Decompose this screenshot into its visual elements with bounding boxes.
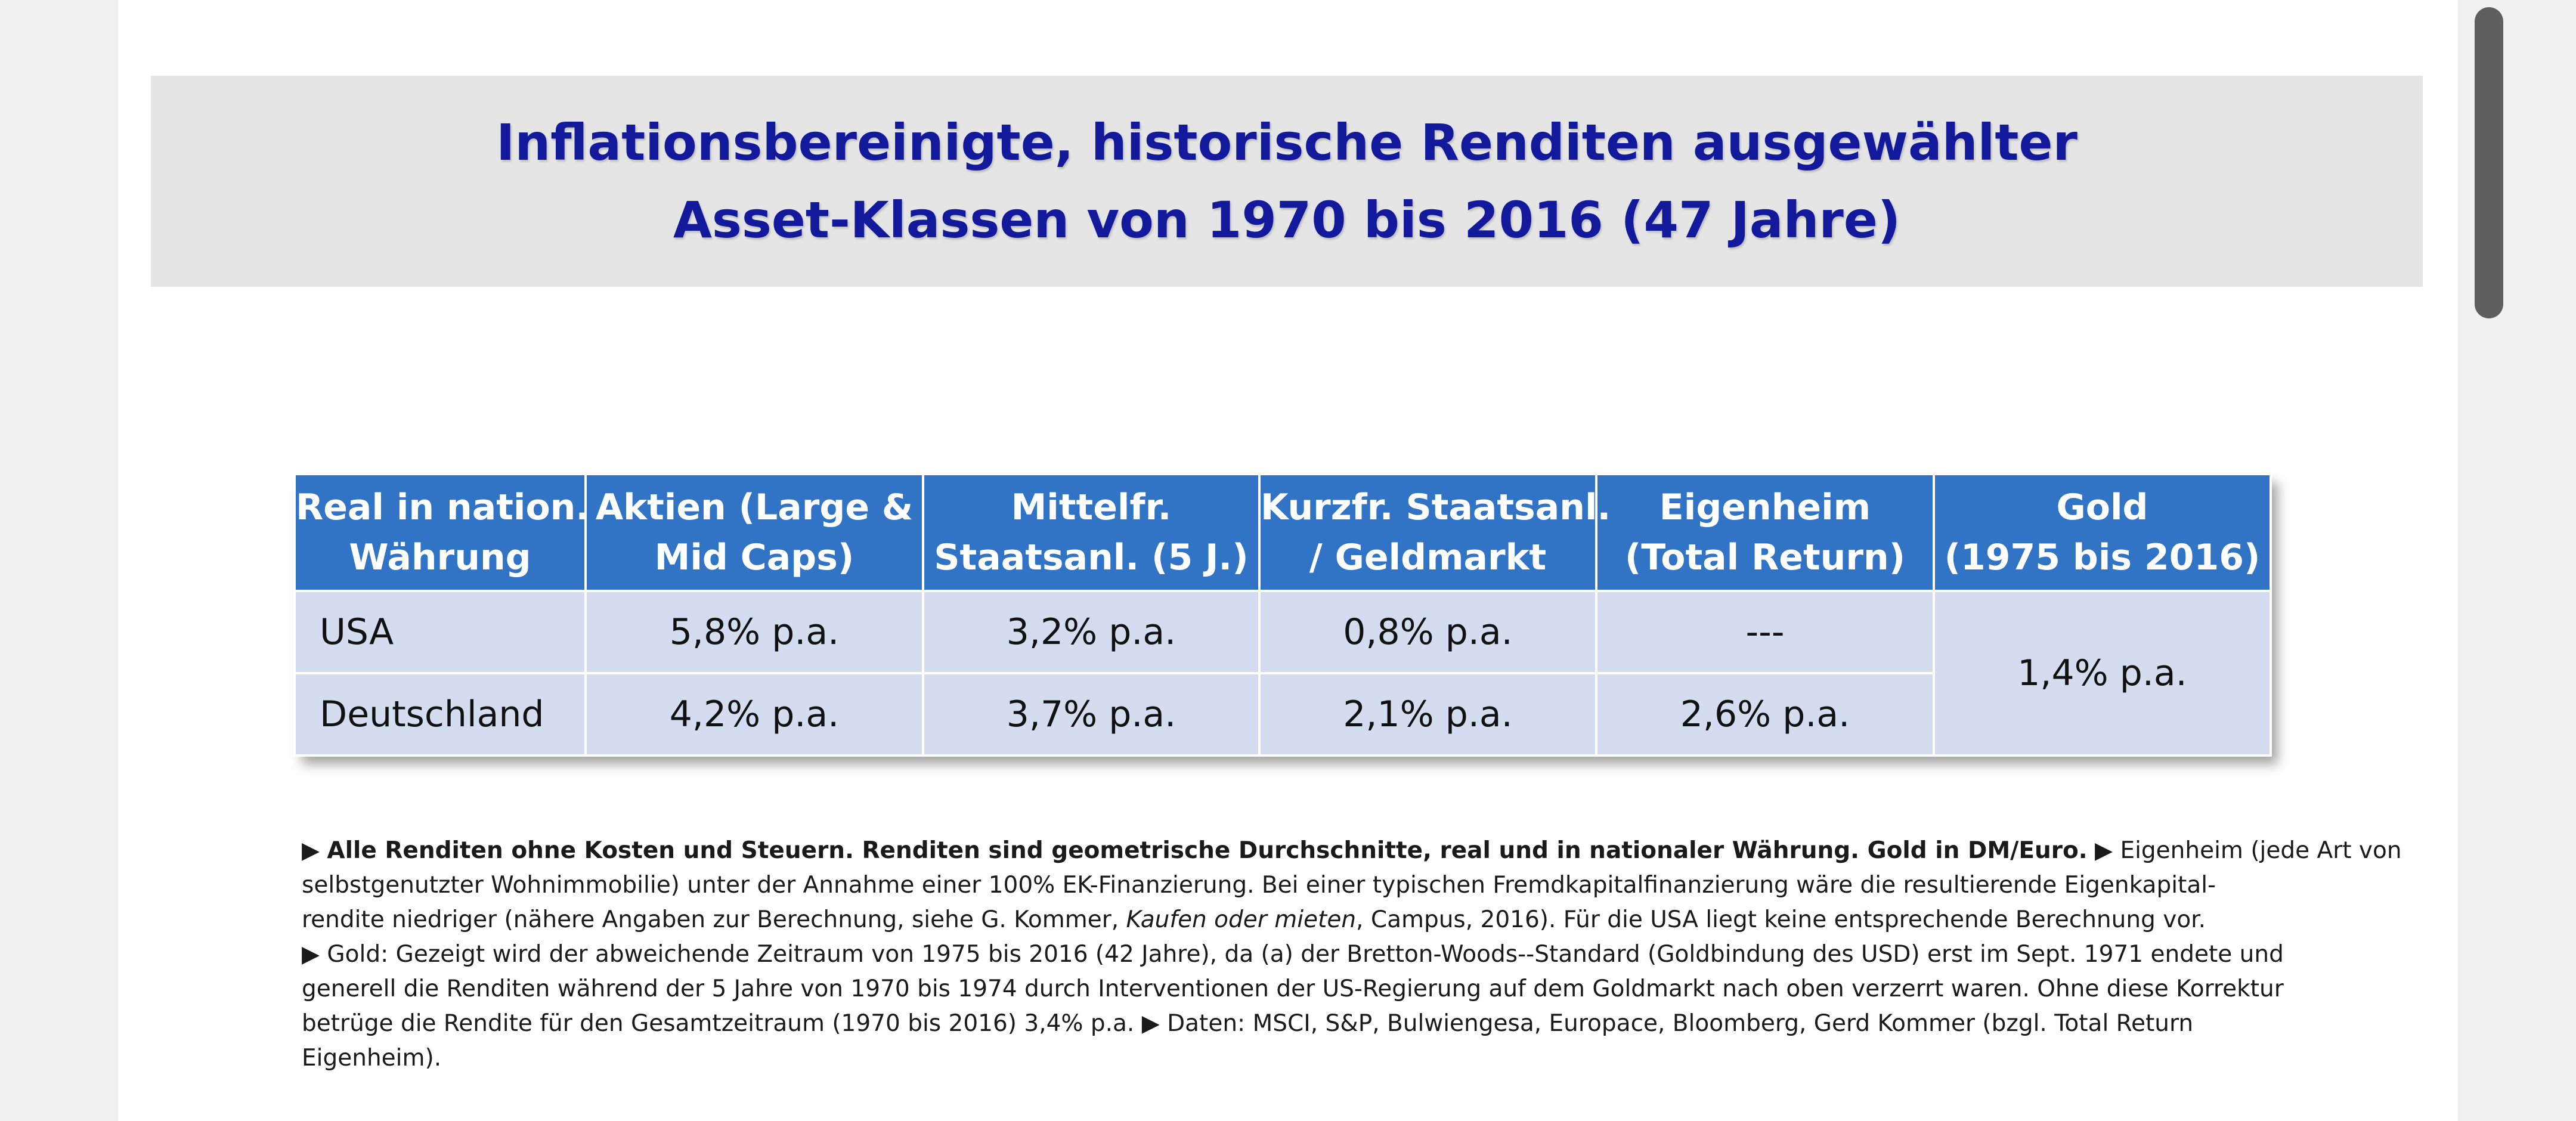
footnote-line-2: selbstgenutzter Wohnimmobilie) unter der… bbox=[302, 872, 2216, 899]
header-short-bonds: Kurzfr. Staatsanl. / Geldmarkt bbox=[1258, 473, 1611, 592]
footnote-line-7: Eigenheim). bbox=[302, 1045, 442, 1072]
cell-gold: 1,4% p.a. bbox=[1933, 590, 2272, 757]
bullet-icon: ▶ bbox=[302, 941, 320, 968]
cell-medium-bonds: 3,7% p.a. bbox=[922, 672, 1261, 757]
scrollbar-thumb[interactable] bbox=[2475, 7, 2503, 318]
row-label: Deutschland bbox=[293, 672, 587, 757]
header-medium-bonds: Mittelfr. Staatsanl. (5 J.) bbox=[922, 473, 1261, 592]
footnote-line-5: generell die Renditen während der 5 Jahr… bbox=[302, 976, 2284, 1002]
cell-medium-bonds: 3,2% p.a. bbox=[922, 590, 1261, 674]
returns-table: Real in nation. Währung Aktien (Large & Mi… bbox=[293, 473, 2272, 757]
title-line-2: Asset-Klassen von 1970 bis 2016 (47 Jahr… bbox=[673, 191, 1901, 249]
footnote-line-4: ▶ Gold: Gezeigt wird der abweichende Zei… bbox=[302, 941, 2284, 968]
footnote-line-1: ▶ Alle Renditen ohne Kosten und Steuern.… bbox=[302, 837, 2402, 864]
title-line-1: Inflationsbereinigte, historische Rendit… bbox=[496, 113, 2077, 172]
table-row-usa: USA 5,8% p.a. 3,2% p.a. 0,8% p.a. --- 1,… bbox=[293, 590, 2272, 757]
cell-home: --- bbox=[1595, 590, 1935, 674]
footnotes: ▶ Alle Renditen ohne Kosten und Steuern.… bbox=[302, 834, 2460, 1076]
cell-stocks: 5,8% p.a. bbox=[584, 590, 924, 674]
bullet-icon: ▶ bbox=[302, 837, 320, 864]
bullet-icon: ▶ bbox=[1141, 1010, 1160, 1037]
returns-table-container: Real in nation. Währung Aktien (Large & Mi… bbox=[293, 473, 2272, 757]
cell-short-bonds: 0,8% p.a. bbox=[1258, 590, 1597, 674]
table-row-germany: Deutschland 4,2% p.a. 3,7% p.a. 2,1% p.a… bbox=[293, 672, 2271, 757]
header-gold: Gold (1975 bis 2016) bbox=[1933, 473, 2272, 592]
header-stocks: Aktien (Large & Mid Caps) bbox=[584, 473, 924, 592]
row-label: USA bbox=[293, 590, 587, 674]
cell-short-bonds: 2,1% p.a. bbox=[1258, 672, 1597, 757]
footnote-line-3: rendite niedriger (nähere Angaben zur Be… bbox=[302, 906, 2206, 933]
footnote-line-6: betrüge die Rendite für den Gesamtzeitra… bbox=[302, 1010, 2194, 1037]
header-currency: Real in nation. Währung bbox=[293, 473, 589, 592]
table-header-row: Real in nation. Währung Aktien (Large & Mi… bbox=[293, 473, 2272, 592]
cell-stocks: 4,2% p.a. bbox=[584, 672, 924, 757]
title-banner: Inflationsbereinigte, historische Rendit… bbox=[151, 76, 2423, 287]
cell-home: 2,6% p.a. bbox=[1595, 672, 1935, 757]
bullet-icon: ▶ bbox=[2095, 837, 2113, 864]
header-home: Eigenheim (Total Return) bbox=[1595, 473, 1935, 592]
document-page: Inflationsbereinigte, historische Rendit… bbox=[118, 0, 2458, 1121]
